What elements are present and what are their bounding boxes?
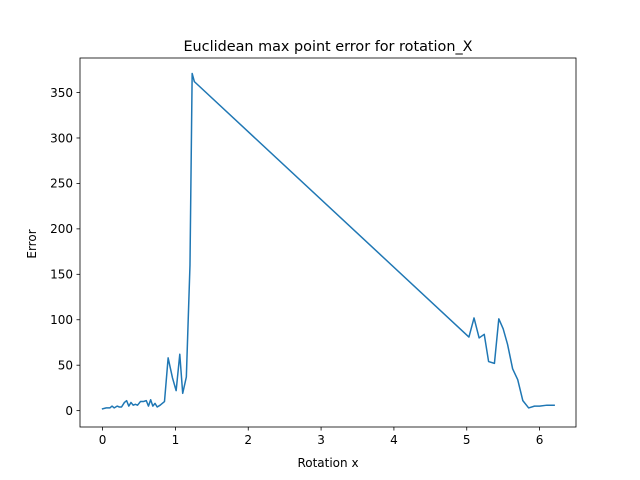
y-tick-label: 0 <box>65 404 73 418</box>
y-tick-label: 150 <box>50 268 73 282</box>
y-tick-label: 100 <box>50 313 73 327</box>
x-tick-label: 5 <box>463 433 471 447</box>
y-axis-label: Error <box>25 229 39 258</box>
y-tick-label: 200 <box>50 222 73 236</box>
x-tick-label: 0 <box>99 433 107 447</box>
y-tick-label: 350 <box>50 86 73 100</box>
x-axis-label: Rotation x <box>297 456 358 470</box>
x-tick-label: 3 <box>317 433 325 447</box>
chart-title: Euclidean max point error for rotation_X <box>183 39 472 55</box>
x-tick-label: 6 <box>536 433 544 447</box>
axes-layer: 0 1 2 3 4 5 6 0 50 100 150 200 250 300 350 <box>50 57 577 447</box>
plot-layer <box>101 72 555 410</box>
x-tick-label: 2 <box>244 433 252 447</box>
x-tick-label: 4 <box>390 433 398 447</box>
x-tick-label: 1 <box>172 433 180 447</box>
series-line-0 <box>101 72 555 410</box>
y-tick-label: 300 <box>50 131 73 145</box>
y-tick-label: 250 <box>50 177 73 191</box>
plot-frame <box>79 57 577 428</box>
y-tick-label: 50 <box>58 358 73 372</box>
